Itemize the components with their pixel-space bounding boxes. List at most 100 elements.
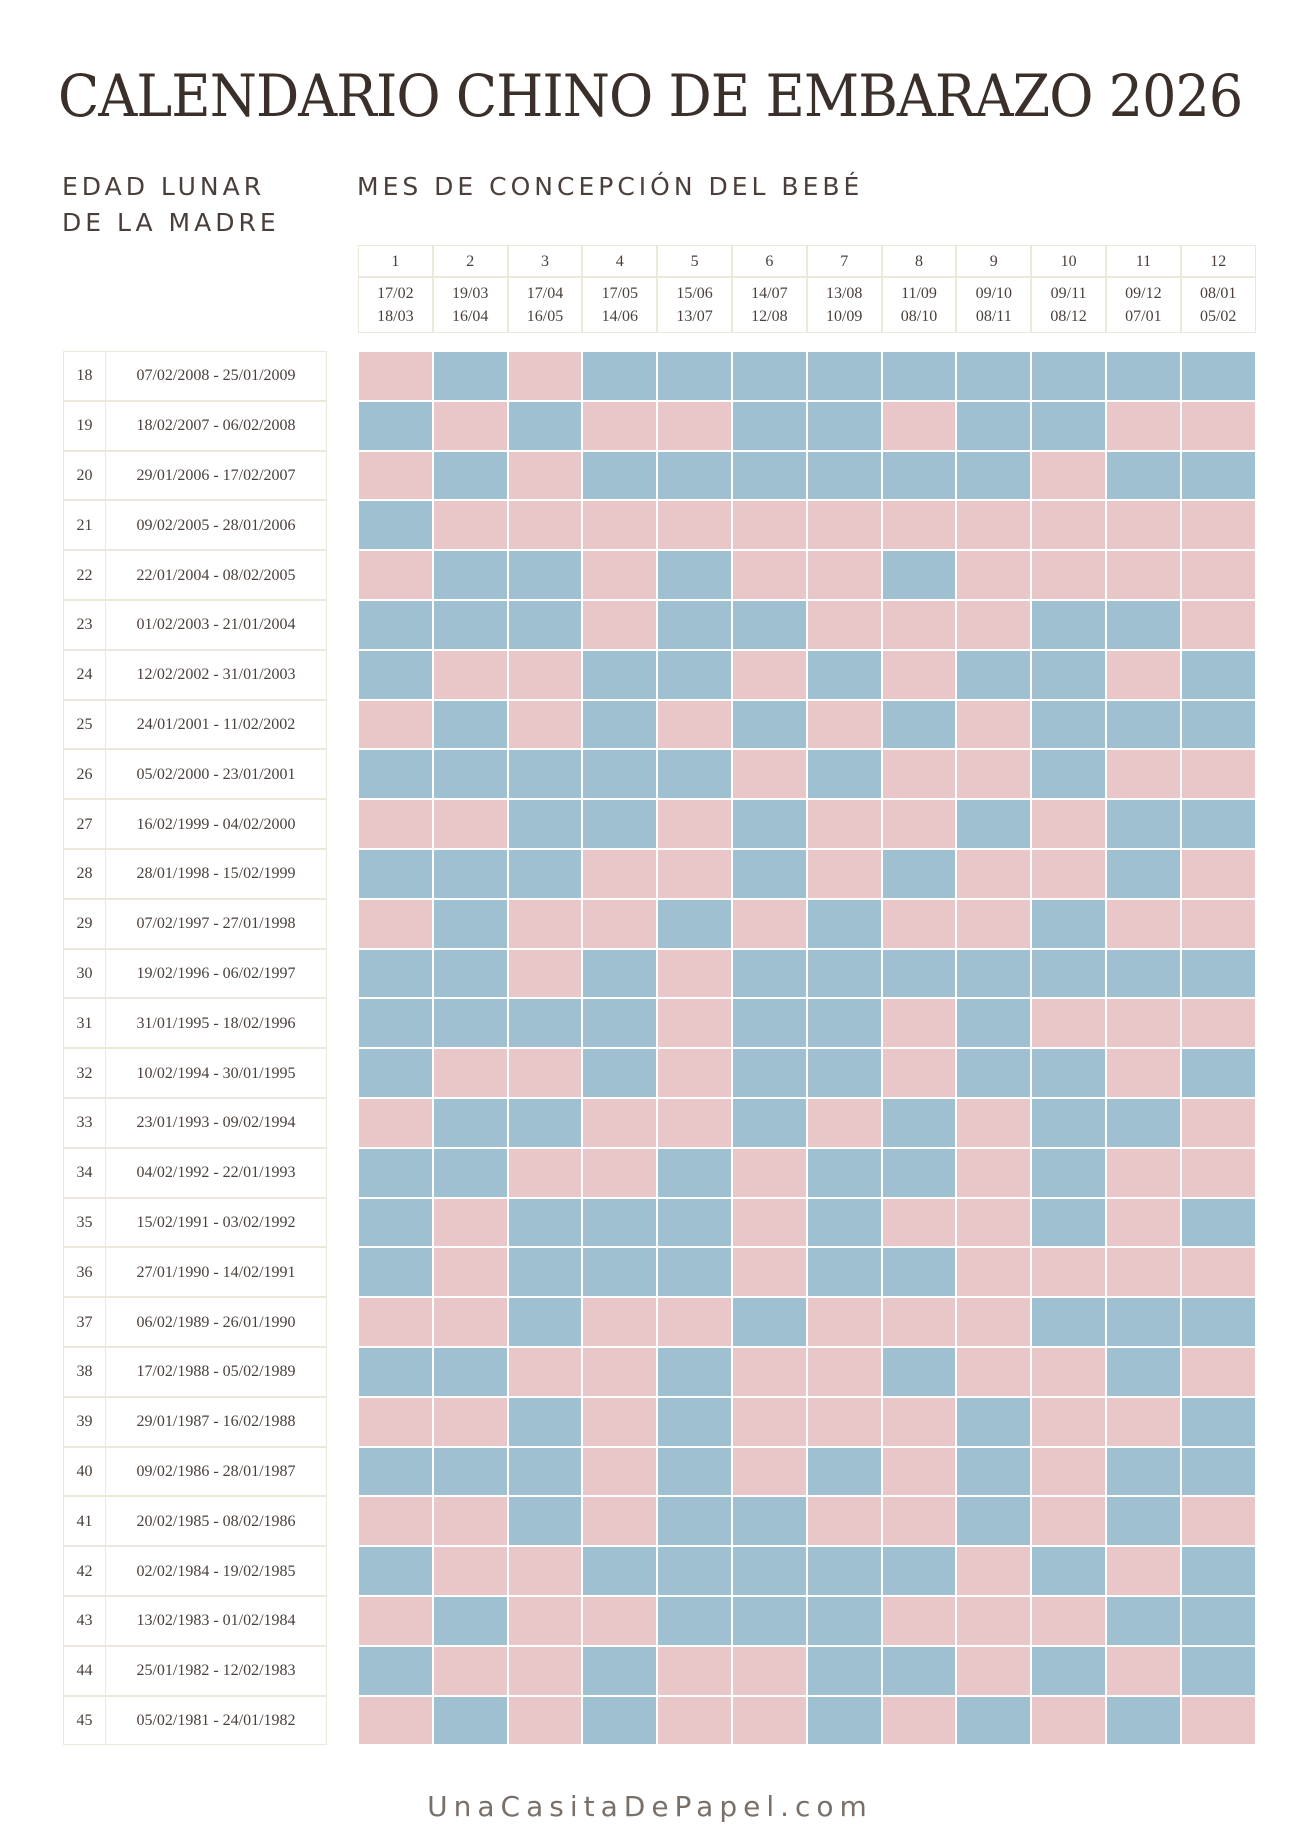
cell: [1180, 998, 1256, 1049]
cell: [358, 1048, 433, 1098]
date-range: 02/02/1984 - 19/02/1985: [105, 1546, 327, 1596]
cell: [507, 849, 583, 899]
cell: [956, 450, 1032, 501]
cell: [1106, 600, 1181, 650]
cell: [582, 649, 658, 700]
cell: [1180, 1048, 1256, 1098]
cell: [806, 1048, 882, 1098]
cell: [657, 998, 732, 1049]
cell: [582, 500, 658, 551]
cell: [881, 1147, 957, 1198]
cell: [432, 1197, 508, 1248]
cell: [432, 1546, 508, 1596]
cell: [806, 948, 882, 999]
cell: [432, 699, 508, 750]
age: 32: [63, 1048, 106, 1098]
cell: [806, 1596, 882, 1646]
age: 44: [63, 1645, 106, 1696]
cell: [1031, 1297, 1106, 1347]
month-dates: 17/04 16/05: [507, 277, 583, 333]
cell: [432, 351, 508, 401]
cell: [956, 1645, 1032, 1696]
footer: UnaCasitaDePapel.com: [427, 1790, 873, 1823]
cell: [358, 649, 433, 700]
cell: [657, 699, 732, 750]
month-dates: 09/11 08/12: [1031, 277, 1106, 333]
cell: [806, 849, 882, 899]
cell: [881, 351, 957, 401]
cell: [732, 998, 807, 1049]
cell: [657, 400, 732, 451]
column-header: MES DE CONCEPCIÓN DEL BEBÉ: [357, 172, 864, 201]
cell: [657, 1396, 732, 1447]
month-number: 4: [582, 245, 658, 277]
month-end: 16/04: [451, 308, 489, 325]
cell: [507, 550, 583, 600]
cell: [806, 400, 882, 451]
cell: [881, 849, 957, 899]
month-number: 10: [1031, 245, 1106, 277]
month-start: 15/06: [676, 285, 713, 302]
month-dates: 17/02 18/03: [358, 277, 433, 333]
date-range: 09/02/2005 - 28/01/2006: [105, 500, 327, 551]
cell: [1180, 400, 1256, 451]
cell: [432, 749, 508, 800]
cell: [582, 849, 658, 899]
cell: [881, 1347, 957, 1397]
age: 23: [63, 600, 106, 650]
cell: [657, 1247, 732, 1298]
cell: [956, 351, 1032, 401]
cell: [1180, 351, 1256, 401]
cell: [1180, 799, 1256, 849]
age: 21: [63, 500, 106, 551]
cell: [806, 450, 882, 501]
cell: [358, 1297, 433, 1347]
month-end: 14/06: [601, 308, 639, 325]
cell: [1180, 1446, 1256, 1497]
cell: [956, 849, 1032, 899]
cell: [432, 1446, 508, 1497]
cell: [956, 699, 1032, 750]
cell: [806, 898, 882, 949]
cell: [956, 948, 1032, 999]
cell: [657, 1098, 732, 1148]
cell: [806, 1347, 882, 1397]
month-dates: 14/07 12/08: [732, 277, 807, 333]
cell: [507, 1446, 583, 1497]
cell: [507, 1297, 583, 1347]
cell: [432, 1695, 508, 1746]
cell: [732, 351, 807, 401]
cell: [881, 998, 957, 1049]
left-header: DE LA MADRE: [62, 208, 280, 237]
cell: [1106, 550, 1181, 600]
cell: [358, 1695, 433, 1746]
cell: [358, 351, 433, 401]
month-number: 5: [657, 245, 732, 277]
cell: [582, 1546, 658, 1596]
cell: [432, 998, 508, 1049]
date-range: 23/01/1993 - 09/02/1994: [105, 1098, 327, 1148]
cell: [956, 1496, 1032, 1547]
cell: [1031, 849, 1106, 899]
cell: [582, 1297, 658, 1347]
cell: [582, 1596, 658, 1646]
cell: [657, 1446, 732, 1497]
cell: [1106, 998, 1181, 1049]
cell: [806, 600, 882, 650]
date-range: 18/02/2007 - 06/02/2008: [105, 400, 327, 451]
cell: [432, 1347, 508, 1397]
cell: [732, 898, 807, 949]
cell: [507, 898, 583, 949]
cell: [881, 1446, 957, 1497]
cell: [1180, 550, 1256, 600]
cell: [732, 799, 807, 849]
cell: [657, 1695, 732, 1746]
cell: [1031, 1347, 1106, 1397]
cell: [1180, 1546, 1256, 1596]
cell: [507, 998, 583, 1049]
cell: [806, 1496, 882, 1547]
cell: [358, 1396, 433, 1447]
cell: [582, 600, 658, 650]
cell: [956, 1596, 1032, 1646]
cell: [806, 1396, 882, 1447]
